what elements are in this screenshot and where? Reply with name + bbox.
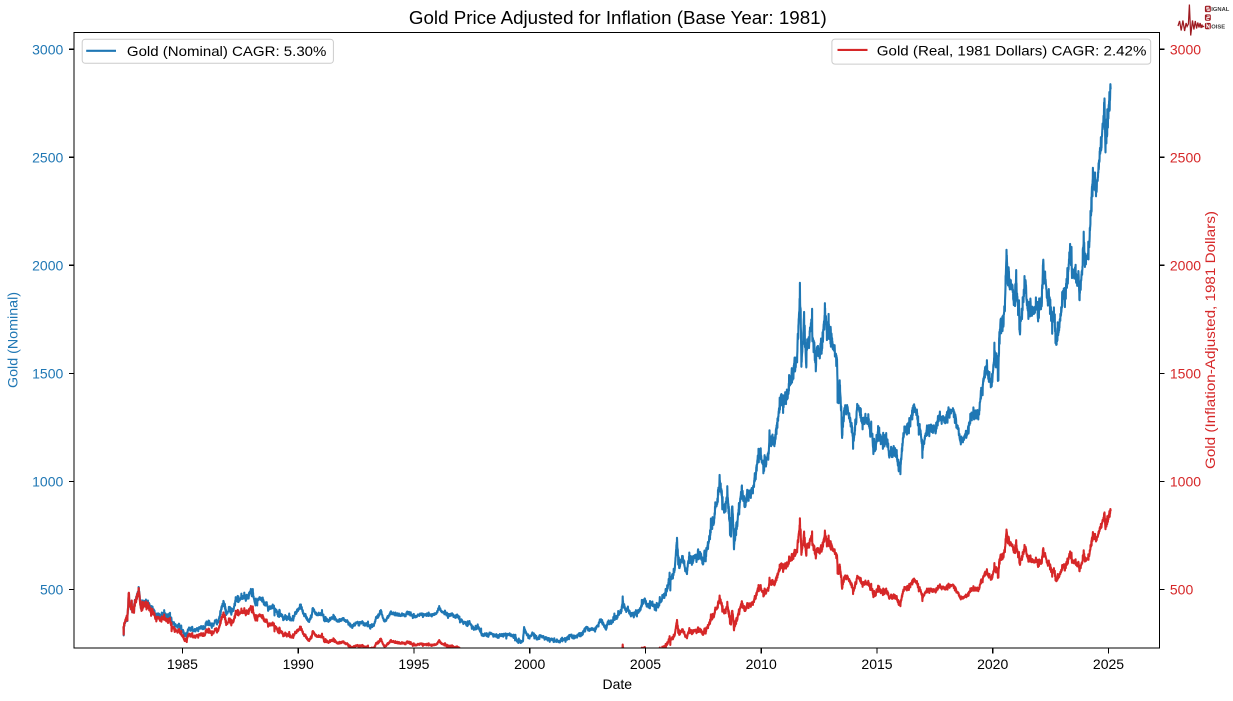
svg-text:3000: 3000 (1170, 41, 1201, 57)
svg-text:1990: 1990 (283, 656, 314, 672)
svg-text:Gold (Real, 1981 Dollars) CAGR: Gold (Real, 1981 Dollars) CAGR: 2.42% (877, 43, 1147, 59)
svg-text:1000: 1000 (1170, 474, 1201, 490)
svg-text:Gold (Inflation-Adjusted, 1981: Gold (Inflation-Adjusted, 1981 Dollars) (1202, 211, 1218, 469)
svg-text:2005: 2005 (630, 656, 661, 672)
svg-text:2025: 2025 (1093, 656, 1124, 672)
svg-text:1500: 1500 (1170, 366, 1201, 382)
svg-text:1000: 1000 (32, 474, 63, 490)
svg-text:500: 500 (1170, 582, 1194, 598)
svg-text:1500: 1500 (32, 366, 63, 382)
svg-text:2000: 2000 (32, 257, 63, 273)
svg-text:Gold (Nominal): Gold (Nominal) (5, 292, 21, 388)
svg-text:2010: 2010 (746, 656, 777, 672)
svg-text:500: 500 (40, 582, 64, 598)
svg-text:2000: 2000 (1170, 257, 1201, 273)
svg-text:2015: 2015 (861, 656, 892, 672)
svg-text:3000: 3000 (32, 41, 63, 57)
svg-text:IGNAL: IGNAL (1211, 7, 1229, 13)
svg-text:1985: 1985 (167, 656, 198, 672)
svg-text:OISE: OISE (1211, 24, 1225, 30)
svg-text:2500: 2500 (1170, 149, 1201, 165)
svg-text:2000: 2000 (514, 656, 545, 672)
svg-text:Gold (Nominal) CAGR: 5.30%: Gold (Nominal) CAGR: 5.30% (127, 43, 327, 59)
svg-text:2020: 2020 (977, 656, 1008, 672)
svg-text:2500: 2500 (32, 149, 63, 165)
svg-text:Gold Price Adjusted for Inflat: Gold Price Adjusted for Inflation (Base … (409, 8, 827, 28)
svg-text:Date: Date (603, 676, 633, 692)
svg-text:1995: 1995 (398, 656, 429, 672)
